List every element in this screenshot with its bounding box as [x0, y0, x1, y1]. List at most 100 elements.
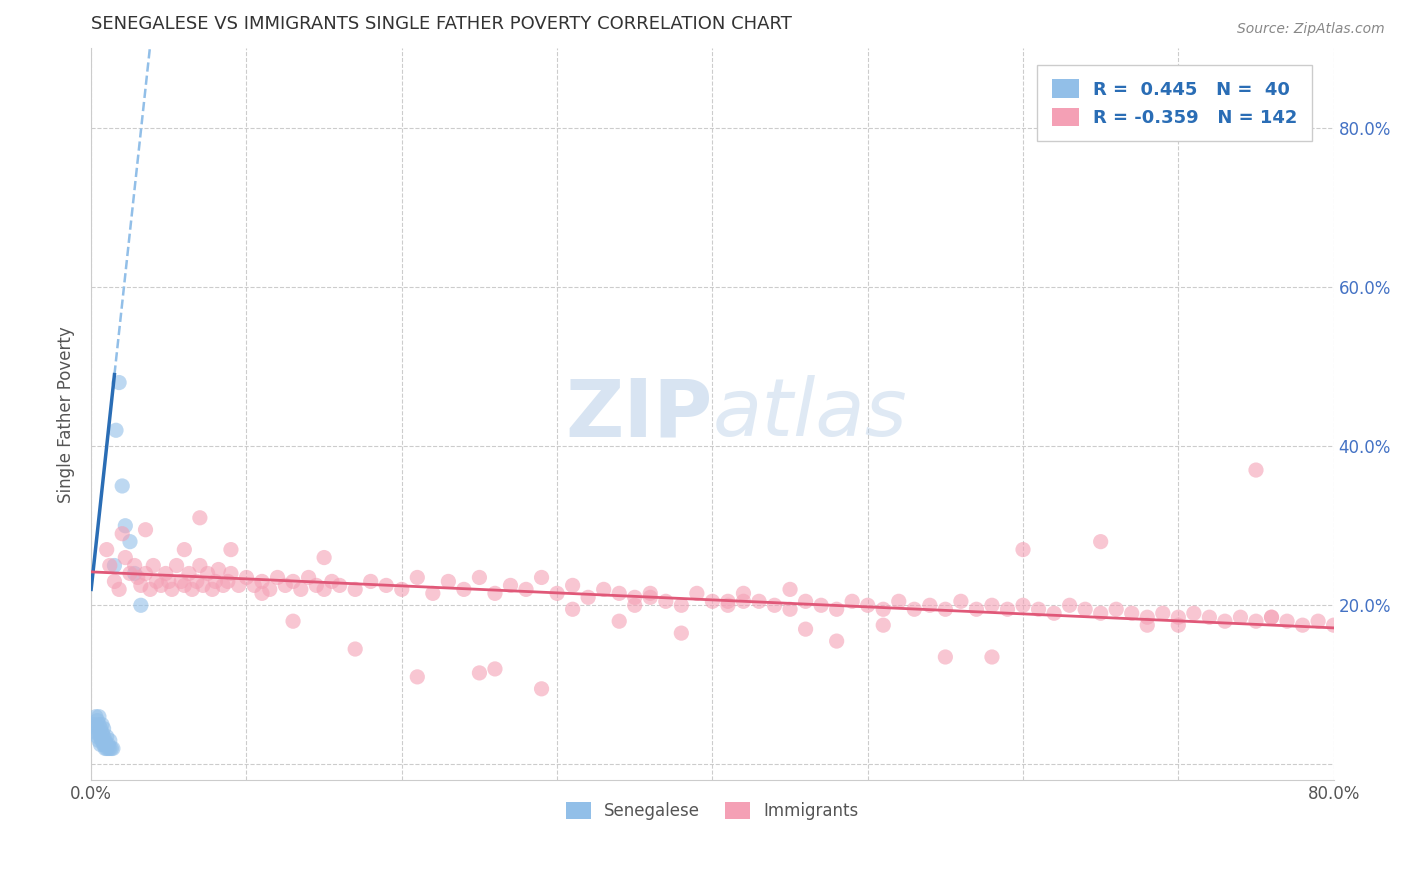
Point [111, 479, 134, 493]
Point [825, 602, 848, 616]
Point [872, 602, 894, 616]
Point [197, 566, 219, 581]
Text: Source: ZipAtlas.com: Source: ZipAtlas.com [1237, 22, 1385, 37]
Point [186, 574, 208, 589]
Point [108, 376, 131, 390]
Point [314, 550, 336, 565]
Point [546, 586, 568, 600]
Point [201, 582, 224, 597]
Point [219, 542, 242, 557]
Point [561, 602, 583, 616]
Point [1043, 606, 1066, 620]
Point [103, 558, 125, 573]
Point [872, 618, 894, 632]
Point [825, 634, 848, 648]
Point [89, 730, 111, 744]
Point [499, 578, 522, 592]
Point [157, 574, 180, 589]
Point [1074, 602, 1097, 616]
Point [484, 586, 506, 600]
Point [243, 578, 266, 592]
Point [1090, 534, 1112, 549]
Point [142, 558, 165, 573]
Point [86, 722, 108, 736]
Point [748, 594, 770, 608]
Point [1105, 602, 1128, 616]
Point [87, 717, 110, 731]
Point [160, 582, 183, 597]
Point [779, 602, 801, 616]
Point [321, 574, 343, 589]
Point [1213, 614, 1236, 628]
Point [1059, 599, 1081, 613]
Point [188, 558, 211, 573]
Point [93, 733, 115, 747]
Point [702, 594, 724, 608]
Point [86, 714, 108, 728]
Point [173, 542, 195, 557]
Text: ZIP: ZIP [565, 376, 713, 453]
Point [188, 510, 211, 524]
Point [150, 578, 173, 592]
Point [981, 650, 1004, 665]
Point [114, 518, 136, 533]
Point [965, 602, 987, 616]
Point [98, 558, 121, 573]
Point [96, 730, 118, 744]
Point [671, 626, 693, 640]
Point [93, 722, 115, 736]
Point [794, 622, 817, 636]
Legend: Senegalese, Immigrants: Senegalese, Immigrants [560, 796, 866, 827]
Point [344, 582, 367, 597]
Point [607, 614, 630, 628]
Point [314, 582, 336, 597]
Point [97, 741, 120, 756]
Point [89, 738, 111, 752]
Point [129, 599, 152, 613]
Point [87, 725, 110, 739]
Point [1136, 618, 1159, 632]
Point [717, 599, 740, 613]
Point [96, 542, 118, 557]
Point [93, 730, 115, 744]
Point [779, 582, 801, 597]
Point [297, 570, 319, 584]
Point [124, 558, 146, 573]
Point [344, 642, 367, 657]
Point [655, 594, 678, 608]
Point [91, 733, 114, 747]
Point [733, 594, 755, 608]
Point [191, 578, 214, 592]
Point [607, 586, 630, 600]
Point [530, 681, 553, 696]
Point [108, 582, 131, 597]
Point [1012, 599, 1035, 613]
Point [422, 586, 444, 600]
Point [918, 599, 941, 613]
Point [86, 730, 108, 744]
Point [1244, 614, 1267, 628]
Point [97, 738, 120, 752]
Point [118, 566, 141, 581]
Point [127, 570, 149, 584]
Point [155, 566, 177, 581]
Point [406, 570, 429, 584]
Point [259, 582, 281, 597]
Point [576, 591, 599, 605]
Point [250, 586, 273, 600]
Point [763, 599, 786, 613]
Text: SENEGALESE VS IMMIGRANTS SINGLE FATHER POVERTY CORRELATION CHART: SENEGALESE VS IMMIGRANTS SINGLE FATHER P… [91, 15, 792, 33]
Point [266, 570, 288, 584]
Y-axis label: Single Father Poverty: Single Father Poverty [58, 326, 75, 503]
Point [391, 582, 413, 597]
Point [1275, 614, 1298, 628]
Point [934, 650, 956, 665]
Point [96, 741, 118, 756]
Point [118, 534, 141, 549]
Point [468, 665, 491, 680]
Point [89, 722, 111, 736]
Point [219, 566, 242, 581]
Point [281, 614, 304, 628]
Point [717, 594, 740, 608]
Point [638, 591, 661, 605]
